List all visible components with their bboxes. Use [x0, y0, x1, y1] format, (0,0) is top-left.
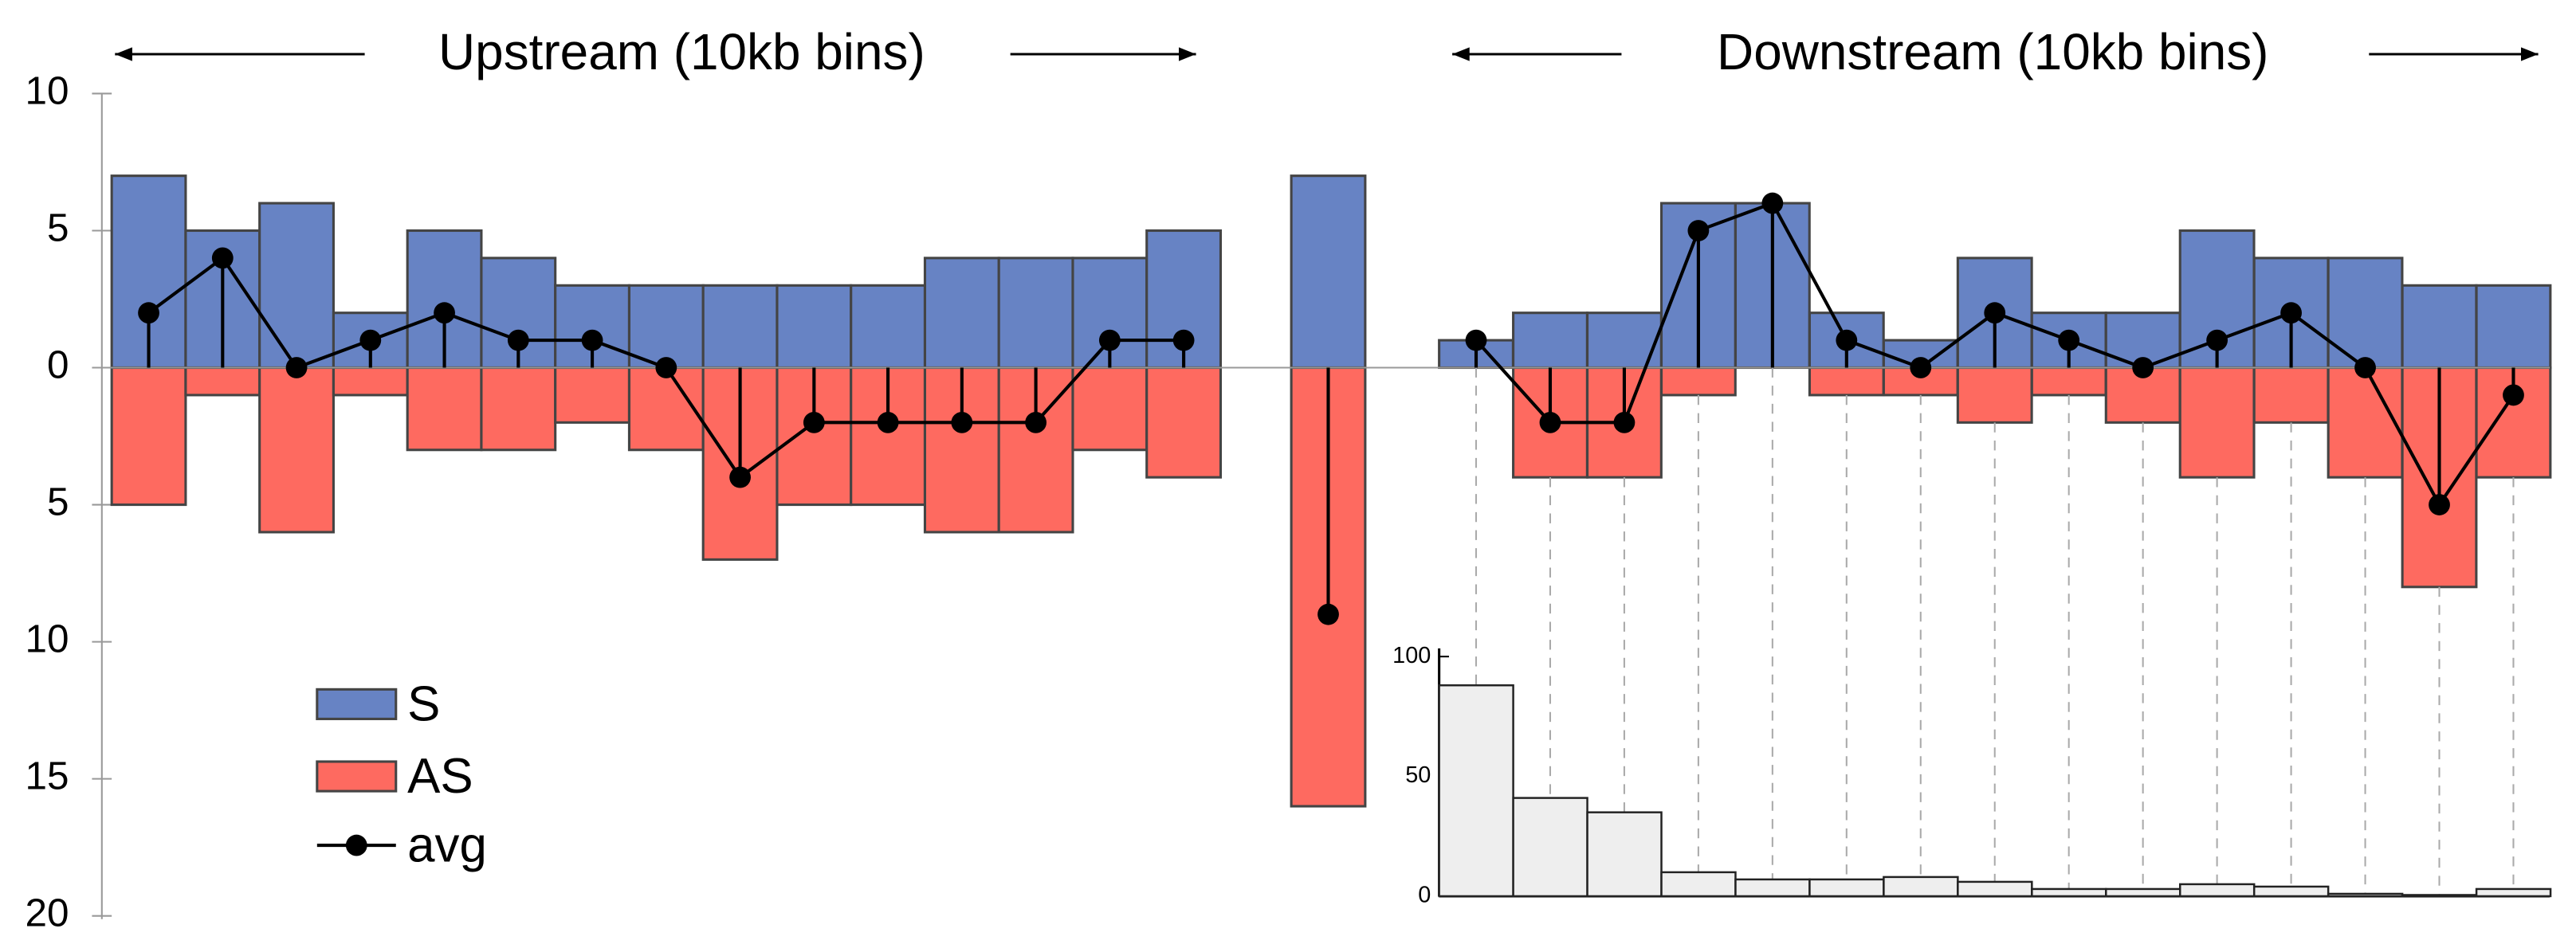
avg-dot — [359, 329, 382, 351]
histogram-bar — [2031, 887, 2107, 898]
bar — [1808, 366, 1885, 397]
bar — [2475, 366, 2552, 479]
avg-dot — [138, 302, 159, 324]
y-tick-label: 0 — [47, 343, 69, 387]
bar — [2327, 257, 2404, 370]
section-label: Downstream (10kb bins) — [1717, 23, 2268, 80]
avg-dot — [1317, 603, 1339, 625]
histogram-bar — [2105, 887, 2181, 898]
y-tick-label: 5 — [47, 480, 69, 524]
histogram-bar — [1957, 880, 2033, 898]
bar — [1145, 366, 1223, 479]
histogram-bar — [1808, 878, 1885, 898]
bar — [2401, 284, 2478, 370]
avg-dot — [877, 411, 899, 433]
y-tick-label: 20 — [26, 891, 69, 935]
avg-dot — [729, 466, 751, 488]
bar — [776, 284, 853, 370]
histogram-bar — [1660, 871, 1737, 898]
bar — [997, 257, 1074, 370]
avg-dot — [1687, 220, 1710, 241]
bar — [2252, 366, 2330, 424]
inset-tick-label: 0 — [1418, 883, 1431, 908]
bar — [554, 366, 630, 424]
inset-tick-label: 50 — [1405, 762, 1431, 788]
bar — [923, 257, 1000, 370]
avg-dot — [211, 247, 234, 269]
bar — [2475, 284, 2552, 370]
bar — [1659, 366, 1737, 397]
bar — [850, 284, 927, 370]
histogram-bar — [1734, 878, 1811, 898]
bar — [627, 366, 705, 452]
avg-dot — [581, 329, 603, 351]
avg-dot — [1465, 329, 1487, 351]
avg-dot — [2429, 494, 2450, 515]
avg-dot — [1761, 192, 1784, 214]
avg-dot — [1025, 411, 1046, 433]
y-tick-label: 10 — [26, 617, 69, 661]
avg-dot — [2280, 302, 2302, 324]
bar — [701, 284, 779, 370]
legend-dot — [345, 834, 367, 856]
avg-dot — [803, 411, 825, 433]
bar — [184, 366, 261, 397]
section-label: Upstream (10kb bins) — [438, 23, 925, 80]
bar — [627, 284, 705, 370]
bar — [258, 202, 335, 370]
legend-label: avg — [407, 818, 487, 873]
histogram-bar — [2475, 887, 2552, 898]
y-tick-label: 5 — [47, 206, 69, 250]
avg-dot — [434, 302, 455, 324]
histogram-bar — [1438, 684, 1514, 898]
avg-dot — [1910, 357, 1932, 378]
histogram-bar — [2252, 885, 2330, 898]
legend-label: AS — [407, 749, 473, 804]
bar — [110, 366, 187, 507]
avg-dot — [2132, 357, 2154, 378]
bar — [1956, 366, 2033, 424]
avg-dot — [1098, 329, 1121, 351]
avg-dot — [1613, 411, 1636, 433]
bar — [406, 366, 483, 452]
bar — [2178, 366, 2256, 479]
avg-dot — [2354, 357, 2376, 378]
avg-dot — [2503, 384, 2524, 406]
avg-dot — [655, 357, 677, 378]
avg-dot — [1172, 329, 1195, 351]
bar — [480, 366, 557, 452]
legend-label: S — [407, 676, 440, 731]
histogram-bar — [2401, 894, 2478, 898]
bar — [1290, 174, 1367, 370]
avg-dot — [285, 357, 308, 378]
histogram-bar — [2327, 892, 2404, 898]
y-tick-label: 15 — [26, 754, 69, 798]
bar — [1512, 311, 1588, 370]
y-tick-label: 10 — [26, 69, 69, 113]
legend-swatch — [316, 760, 398, 793]
avg-dot — [507, 329, 529, 351]
histogram-bar — [1883, 876, 1959, 898]
inset-tick-label: 100 — [1392, 643, 1431, 668]
histogram-bar — [2179, 883, 2256, 898]
avg-dot — [2206, 329, 2228, 351]
bar — [258, 366, 335, 534]
avg-dot — [2058, 329, 2080, 351]
bar — [2327, 366, 2404, 479]
avg-dot — [951, 411, 973, 433]
histogram-bar — [1586, 811, 1663, 898]
avg-dot — [1984, 302, 2006, 324]
bar — [332, 366, 409, 397]
legend-swatch — [316, 688, 398, 720]
histogram-bar — [1512, 797, 1588, 898]
bar — [2030, 366, 2107, 397]
avg-dot — [1836, 329, 1858, 351]
bar — [1071, 366, 1149, 452]
avg-dot — [1539, 411, 1561, 433]
